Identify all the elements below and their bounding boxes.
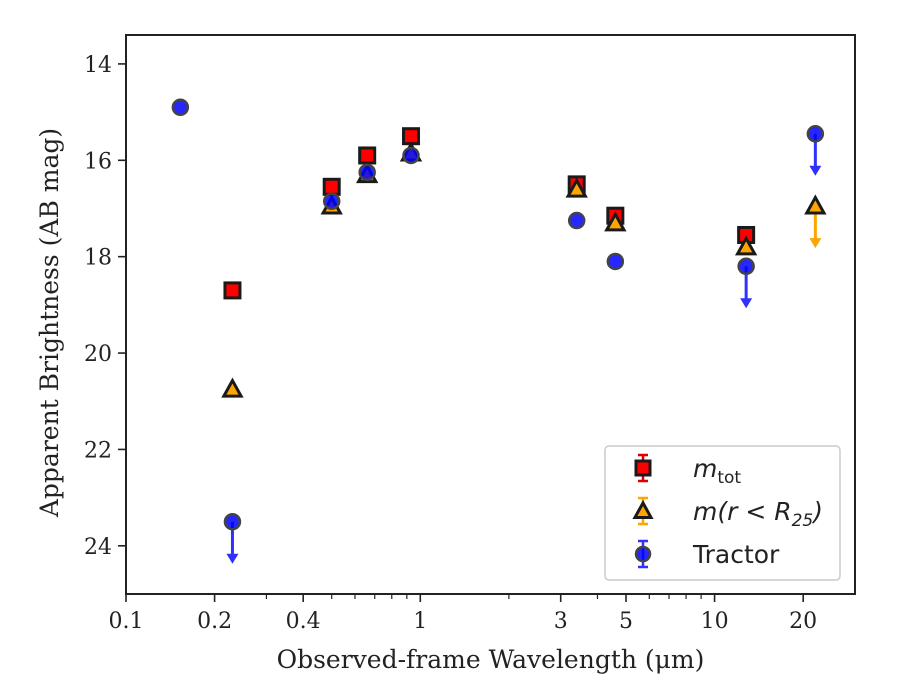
data-point xyxy=(223,281,242,300)
legend-label-main: m xyxy=(693,454,717,483)
y-tick-label: 18 xyxy=(84,246,112,271)
data-point xyxy=(567,211,586,230)
legend-marker xyxy=(634,459,652,477)
legend-label: m(r < R25) xyxy=(693,497,823,531)
legend-label: mtot xyxy=(693,454,741,488)
data-point xyxy=(221,377,244,398)
series-triangle xyxy=(221,141,827,398)
data-point xyxy=(806,125,825,143)
x-tick-label: 20 xyxy=(789,609,817,634)
data-point xyxy=(223,512,242,531)
y-tick-label: 16 xyxy=(84,149,112,174)
data-point xyxy=(604,211,627,232)
upper-limit-head xyxy=(226,553,239,564)
data-point xyxy=(322,192,341,211)
y-axis-title: Apparent Brightness (AB mag) xyxy=(35,128,64,518)
legend-label-tail: ) xyxy=(811,497,823,526)
data-marks xyxy=(171,98,827,564)
x-tick-label: 0.2 xyxy=(197,609,232,634)
legend-label-subscript: 25 xyxy=(792,511,814,531)
series-circle xyxy=(171,98,825,564)
data-point xyxy=(358,163,376,182)
data-point xyxy=(322,177,341,196)
y-tick-label: 20 xyxy=(84,342,112,367)
data-point xyxy=(734,235,758,256)
x-tick-label: 0.4 xyxy=(286,609,321,634)
x-tick-label: 5 xyxy=(619,609,633,634)
x-axis: 0.1 0.2 0.4 1 3 5 10 20 xyxy=(109,594,817,634)
data-point xyxy=(804,194,827,215)
series-square xyxy=(223,127,756,300)
legend-entry: Tractor xyxy=(634,539,780,569)
data-point xyxy=(737,257,755,276)
x-tick-label: 10 xyxy=(701,609,729,634)
plot-area xyxy=(125,34,856,595)
data-point xyxy=(606,252,625,271)
y-tick-label: 24 xyxy=(84,535,112,560)
x-tick-label: 1 xyxy=(413,609,427,634)
data-point xyxy=(565,177,588,198)
plot-frame xyxy=(125,34,856,595)
x-tick-label: 3 xyxy=(554,609,568,634)
upper-limit-head xyxy=(809,238,822,249)
legend-entry: mtot xyxy=(634,453,741,488)
legend-box xyxy=(604,445,841,581)
legend-label-main: m(r < R xyxy=(693,497,792,526)
x-tick-label: 0.1 xyxy=(109,609,144,634)
y-tick-label: 14 xyxy=(84,53,112,78)
legend-marker xyxy=(634,545,652,563)
legend-entry: m(r < R25) xyxy=(632,496,823,531)
upper-limit-head xyxy=(809,165,822,176)
legend: mtot m(r < R25) Tractor xyxy=(604,445,841,581)
legend-marker xyxy=(632,499,654,519)
data-point xyxy=(402,146,420,165)
data-point xyxy=(171,98,190,117)
legend-label: Tractor xyxy=(692,540,780,569)
x-axis-title: Observed-frame Wavelength (μm) xyxy=(277,645,705,674)
upper-limit-head xyxy=(740,298,753,309)
legend-label-main: Tractor xyxy=(692,540,780,569)
y-axis: 14 16 18 20 22 24 xyxy=(84,53,126,560)
y-tick-label: 22 xyxy=(84,438,112,463)
legend-label-subscript: tot xyxy=(717,468,741,488)
data-point xyxy=(358,146,377,165)
